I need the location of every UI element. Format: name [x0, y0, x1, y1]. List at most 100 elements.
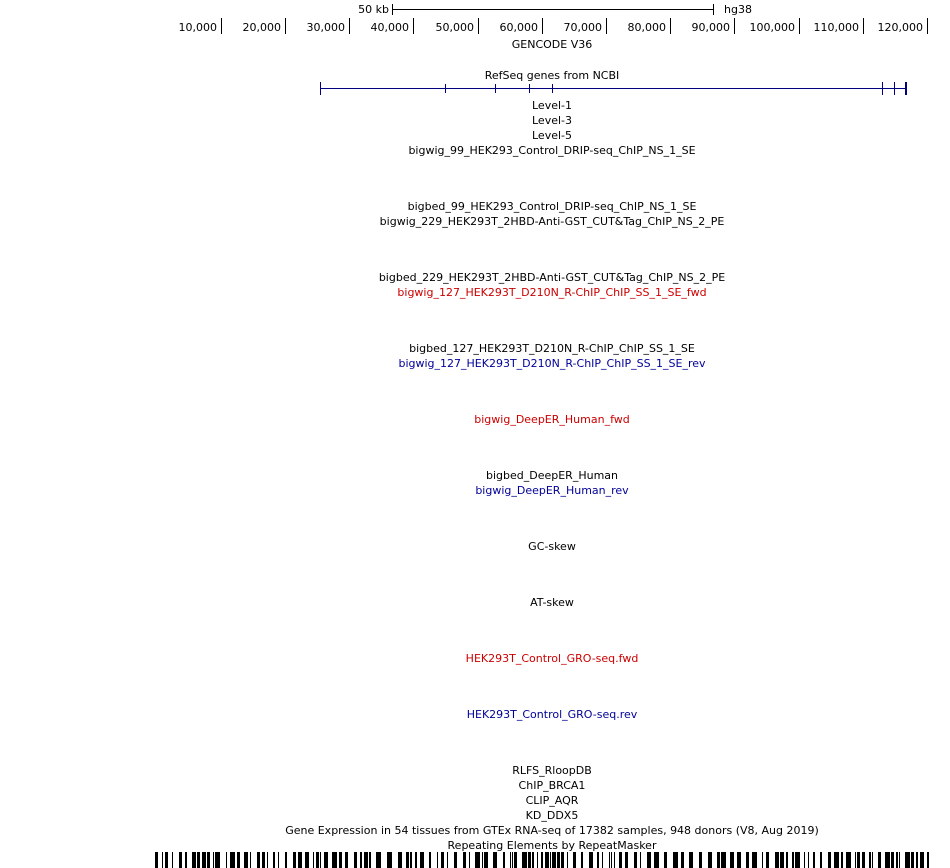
- track-label-deeper-bigbed[interactable]: bigbed_DeepER_Human: [485, 469, 619, 482]
- repeat-element: [872, 852, 873, 868]
- repeat-element: [614, 852, 615, 868]
- repeat-element: [332, 852, 337, 868]
- track-label-level-5[interactable]: Level-5: [531, 129, 573, 142]
- repeat-element: [278, 852, 279, 868]
- repeatmasker-track[interactable]: [155, 852, 935, 868]
- repeat-element: [469, 852, 470, 868]
- track-label-chip-brca1[interactable]: ChIP_BRCA1: [518, 779, 586, 792]
- track-label-clip-aqr[interactable]: CLIP_AQR: [525, 794, 579, 807]
- repeat-element: [916, 852, 918, 868]
- track-label-refseq[interactable]: RefSeq genes from NCBI: [484, 69, 620, 82]
- repeat-element: [780, 852, 784, 868]
- repeat-element: [514, 852, 517, 868]
- track-label-gtex[interactable]: Gene Expression in 54 tissues from GTEx …: [285, 824, 819, 837]
- ruler-tick-label: 30,000: [306, 21, 346, 34]
- repeat-element: [611, 852, 612, 868]
- repeat-element: [813, 852, 815, 868]
- scale-label: 50 kb: [358, 3, 389, 16]
- repeat-element: [360, 852, 362, 868]
- track-label-rlfs[interactable]: RLFS_RloopDB: [512, 764, 592, 777]
- repeat-element: [762, 852, 763, 868]
- repeat-element: [267, 852, 268, 868]
- repeat-element: [857, 852, 860, 868]
- track-label-rchip-rev[interactable]: bigwig_127_HEK293T_D210N_R-ChIP_ChIP_SS_…: [398, 357, 706, 370]
- repeat-element: [869, 852, 871, 868]
- repeat-element: [369, 852, 371, 868]
- repeat-element: [589, 852, 593, 868]
- repeat-element: [625, 852, 628, 868]
- repeat-element: [482, 852, 483, 868]
- ruler-tick: [349, 18, 350, 34]
- repeat-element: [410, 852, 412, 868]
- repeat-element: [285, 852, 287, 868]
- repeat-element: [550, 852, 551, 868]
- gene-intron-line: [320, 88, 907, 89]
- repeat-element: [503, 852, 505, 868]
- track-label-drip-bigbed[interactable]: bigbed_99_HEK293_Control_DRIP-seq_ChIP_N…: [407, 200, 697, 213]
- gene-exon: [320, 82, 321, 95]
- repeat-element: [262, 852, 265, 868]
- gene-exon: [552, 84, 553, 93]
- track-label-level-3[interactable]: Level-3: [531, 114, 573, 127]
- repeat-element: [179, 852, 182, 868]
- repeat-element: [737, 852, 741, 868]
- track-label-rchip-fwd[interactable]: bigwig_127_HEK293T_D210N_R-ChIP_ChIP_SS_…: [397, 286, 707, 299]
- repeat-element: [305, 852, 309, 868]
- ruler-tick-label: 60,000: [499, 21, 539, 34]
- track-label-repeatmasker[interactable]: Repeating Elements by RepeatMasker: [447, 839, 657, 852]
- track-label-cuttag-bigbed[interactable]: bigbed_229_HEK293T_2HBD-Anti-GST_CUT&Tag…: [378, 271, 726, 284]
- repeat-element: [364, 852, 368, 868]
- track-label-drip-bigwig[interactable]: bigwig_99_HEK293_Control_DRIP-seq_ChIP_N…: [408, 144, 696, 157]
- repeat-element: [717, 852, 720, 868]
- ruler-tick: [542, 18, 543, 34]
- repeat-element: [339, 852, 342, 868]
- repeat-element: [885, 852, 890, 868]
- ruler-tick: [413, 18, 414, 34]
- repeat-element: [545, 852, 549, 868]
- repeat-element: [828, 852, 831, 868]
- repeat-element: [752, 852, 757, 868]
- ruler-tick: [478, 18, 479, 34]
- repeat-element: [213, 852, 214, 868]
- ruler-tick-label: 120,000: [877, 21, 924, 34]
- repeat-element: [792, 852, 794, 868]
- track-label-gencode[interactable]: GENCODE V36: [511, 38, 593, 51]
- repeat-element: [237, 852, 240, 868]
- repeat-element: [429, 852, 431, 868]
- repeat-element: [795, 852, 800, 868]
- repeat-element: [567, 852, 568, 868]
- repeat-element: [820, 852, 822, 868]
- repeat-element: [541, 852, 543, 868]
- repeat-element: [437, 852, 438, 868]
- repeat-element: [920, 852, 924, 868]
- track-label-cuttag-bigwig[interactable]: bigwig_229_HEK293T_2HBD-Anti-GST_CUT&Tag…: [379, 215, 725, 228]
- repeat-element: [316, 852, 319, 868]
- track-label-groseq-fwd[interactable]: HEK293T_Control_GRO-seq.fwd: [465, 652, 639, 665]
- ruler-tick-label: 50,000: [435, 21, 475, 34]
- repeat-element: [911, 852, 914, 868]
- repeat-element: [808, 852, 809, 868]
- repeat-element: [215, 852, 220, 868]
- track-label-kd-ddx5[interactable]: KD_DDX5: [525, 809, 579, 822]
- repeat-element: [689, 852, 693, 868]
- repeat-element: [207, 852, 210, 868]
- ruler-tick-label: 90,000: [691, 21, 731, 34]
- repeat-element: [537, 852, 538, 868]
- track-label-deeper-rev[interactable]: bigwig_DeepER_Human_rev: [475, 484, 629, 497]
- repeat-element: [415, 852, 417, 868]
- repeat-element: [257, 852, 260, 868]
- gene-exon: [905, 82, 907, 95]
- track-label-at-skew[interactable]: AT-skew: [530, 596, 574, 609]
- repeat-element: [293, 852, 296, 868]
- repeat-element: [197, 852, 200, 868]
- repeat-element: [172, 852, 173, 868]
- track-label-gc-skew[interactable]: GC-skew: [528, 540, 576, 553]
- repeat-element: [891, 852, 894, 868]
- repeat-element: [855, 852, 856, 868]
- repeat-element: [927, 852, 929, 868]
- repeat-element: [420, 852, 424, 868]
- track-label-groseq-rev[interactable]: HEK293T_Control_GRO-seq.rev: [466, 708, 638, 721]
- track-label-deeper-fwd[interactable]: bigwig_DeepER_Human_fwd: [474, 413, 630, 426]
- track-label-rchip-bigbed[interactable]: bigbed_127_HEK293T_D210N_R-ChIP_ChIP_SS_…: [409, 342, 695, 355]
- track-label-level-1[interactable]: Level-1: [531, 99, 573, 112]
